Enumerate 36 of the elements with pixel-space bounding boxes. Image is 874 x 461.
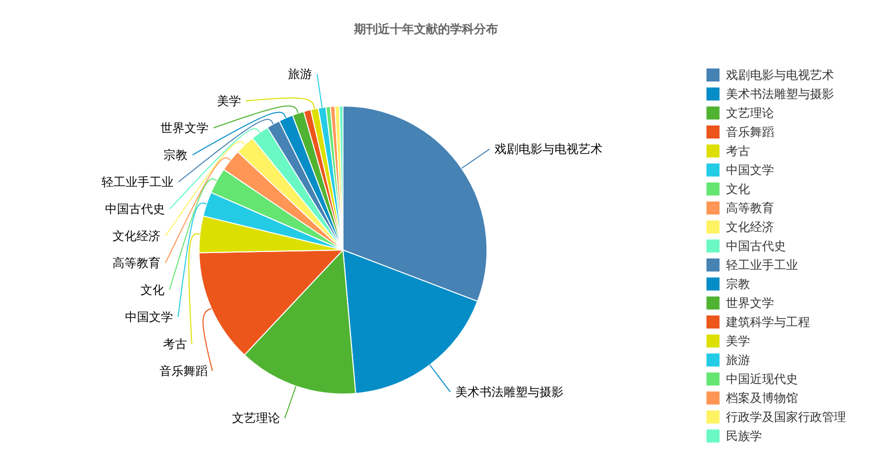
legend-label: 中国近现代史 bbox=[726, 372, 798, 386]
legend-label: 世界文学 bbox=[726, 296, 774, 310]
legend-label: 中国文学 bbox=[726, 163, 774, 177]
slice-label: 音乐舞蹈 bbox=[159, 364, 208, 378]
legend-label: 高等教育 bbox=[726, 201, 774, 215]
legend-label: 音乐舞蹈 bbox=[726, 125, 774, 139]
slice-label: 旅游 bbox=[288, 66, 312, 81]
slice-label: 中国文学 bbox=[125, 310, 174, 324]
legend-label: 文化经济 bbox=[726, 220, 774, 234]
legend-label: 轻工业手工业 bbox=[726, 258, 798, 272]
legend-label: 美术书法雕塑与摄影 bbox=[726, 87, 834, 101]
legend-label: 宗教 bbox=[726, 277, 750, 291]
legend-label: 考古 bbox=[726, 144, 750, 158]
legend-label: 美学 bbox=[726, 334, 750, 348]
slice-label: 宗教 bbox=[164, 148, 188, 162]
slice-label: 美术书法雕塑与摄影 bbox=[455, 385, 564, 400]
slice-label: 美学 bbox=[216, 94, 241, 108]
legend-label: 文艺理论 bbox=[726, 106, 774, 120]
slice-label: 世界文学 bbox=[160, 120, 208, 135]
slice-label: 文化经济 bbox=[112, 228, 161, 243]
chart-title: 期刊近十年文献的学科分布 bbox=[353, 22, 498, 36]
legend-label: 建筑科学与工程 bbox=[725, 315, 810, 329]
slice-label: 文化 bbox=[140, 282, 165, 297]
legend-label: 行政学及国家行政管理 bbox=[726, 410, 846, 424]
slice-label: 轻工业手工业 bbox=[102, 174, 174, 189]
legend-label: 中国古代史 bbox=[726, 239, 786, 253]
legend-label: 戏剧电影与电视艺术 bbox=[726, 68, 834, 82]
slice-label: 文艺理论 bbox=[232, 411, 280, 426]
legend-label: 档案及博物馆 bbox=[725, 391, 798, 405]
slice-label: 考古 bbox=[162, 336, 187, 351]
legend-label: 旅游 bbox=[726, 353, 750, 367]
legend-label: 文化 bbox=[726, 182, 750, 196]
slice-label: 中国古代史 bbox=[104, 202, 165, 216]
legend-label: 民族学 bbox=[726, 429, 762, 443]
slice-label: 高等教育 bbox=[112, 256, 160, 270]
slice-label: 戏剧电影与电视艺术 bbox=[494, 142, 603, 156]
